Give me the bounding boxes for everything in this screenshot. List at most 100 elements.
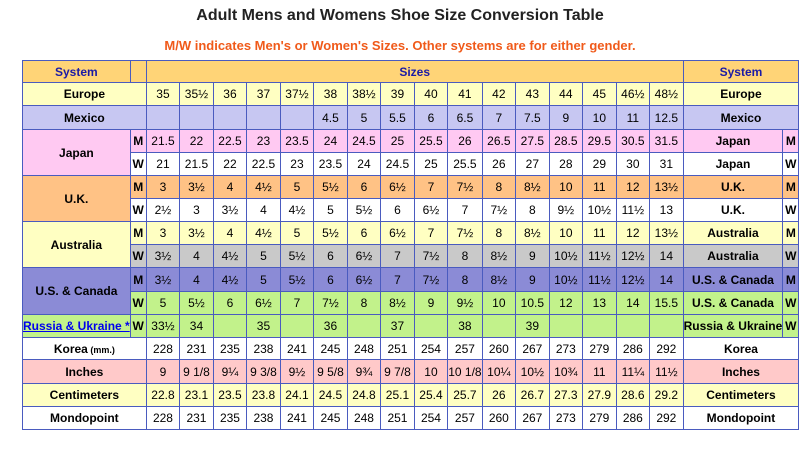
row-label-right: Japan: [682, 152, 784, 176]
size-cell: 7½: [313, 291, 348, 315]
size-cell: 6½: [346, 244, 382, 268]
size-cell: 238: [246, 337, 281, 360]
size-cell: 9 5/8: [313, 359, 348, 384]
size-cell: 5½: [313, 175, 348, 199]
size-cell: 34: [179, 314, 214, 338]
size-cell: 35: [145, 82, 181, 106]
size-cell: 5: [145, 291, 181, 315]
gender-marker-right: M: [782, 267, 800, 292]
size-cell: 9: [515, 267, 550, 292]
size-cell: 7½: [413, 267, 449, 292]
size-cell: 7: [481, 105, 517, 130]
size-cell: 7½: [481, 198, 517, 222]
size-cell: 7½: [413, 244, 449, 268]
size-cell: [481, 314, 517, 338]
size-cell: 31: [649, 152, 684, 176]
size-cell: 10 1/8: [447, 359, 483, 384]
row-label: Inches: [22, 359, 147, 384]
size-cell: 12: [615, 221, 651, 245]
row-label: Europe: [22, 82, 147, 106]
size-cell: 6.5: [447, 105, 483, 130]
size-cell: 26: [481, 383, 517, 407]
size-cell: 23.5: [313, 152, 348, 176]
size-cell: 7: [380, 267, 415, 292]
size-cell: 27.5: [515, 129, 550, 153]
size-cell: 23: [246, 129, 281, 153]
size-cell: 8½: [380, 291, 415, 315]
size-cell: 10½: [515, 359, 550, 384]
size-cell: 26.5: [481, 129, 517, 153]
size-cell: 4: [212, 175, 248, 199]
size-cell: 24.5: [313, 383, 348, 407]
size-cell: 13: [649, 198, 684, 222]
size-cell: 7½: [447, 221, 483, 245]
size-cell: 21: [145, 152, 181, 176]
size-cell: 30: [615, 152, 651, 176]
size-cell: 6: [380, 198, 415, 222]
size-cell: 235: [212, 406, 248, 430]
size-cell: 28: [548, 152, 584, 176]
size-cell: 5½: [346, 198, 382, 222]
row-label-right: U.S. & Canada: [682, 267, 784, 292]
size-cell: 38: [313, 82, 348, 106]
size-cell: 31.5: [649, 129, 684, 153]
size-cell: 22.8: [145, 383, 181, 407]
size-cell: 279: [582, 337, 617, 360]
size-cell: 39: [515, 314, 550, 338]
row-label-right: Mexico: [682, 105, 800, 130]
gender-marker: W: [129, 244, 147, 268]
row-label: U.K.: [22, 175, 131, 222]
size-cell: 7: [413, 221, 449, 245]
row-label: Centimeters: [22, 383, 147, 407]
size-cell: 14: [615, 291, 651, 315]
header-sizes: Sizes: [145, 60, 684, 83]
size-cell: 44: [548, 82, 584, 106]
size-cell: 5: [246, 267, 281, 292]
size-cell: 6: [413, 105, 449, 130]
size-cell: 27.3: [548, 383, 584, 407]
row-label-right: Australia: [682, 244, 784, 268]
russia-ukraine-link[interactable]: Russia & Ukraine *: [22, 314, 131, 338]
size-cell: 13: [582, 291, 617, 315]
gender-marker: M: [129, 129, 147, 153]
size-cell: 5: [279, 221, 315, 245]
size-cell: 6½: [380, 175, 415, 199]
size-cell: 11¼: [615, 359, 651, 384]
size-cell: 8: [447, 267, 483, 292]
size-cell: 25.1: [380, 383, 415, 407]
size-cell: 29.2: [649, 383, 684, 407]
row-label-right: Japan: [682, 129, 784, 153]
size-cell: 7: [279, 291, 315, 315]
row-label-right: Centimeters: [682, 383, 800, 407]
size-cell: 28.5: [548, 129, 584, 153]
size-cell: 24.8: [346, 383, 382, 407]
header-system-left: System: [22, 60, 131, 83]
size-cell: 292: [649, 337, 684, 360]
size-cell: 24.5: [380, 152, 415, 176]
size-cell: 22.5: [246, 152, 281, 176]
size-cell: 9¼: [212, 359, 248, 384]
size-cell: 3½: [145, 244, 181, 268]
size-cell: 10: [548, 175, 584, 199]
size-cell: 9½: [279, 359, 315, 384]
gender-marker-right: M: [782, 221, 800, 245]
size-cell: 25.7: [447, 383, 483, 407]
size-cell: [279, 105, 315, 130]
size-cell: 12.5: [649, 105, 684, 130]
size-cell: 12: [548, 291, 584, 315]
size-cell: 23.8: [246, 383, 281, 407]
size-cell: 8½: [515, 175, 550, 199]
row-label-right: Europe: [682, 82, 800, 106]
size-cell: 228: [145, 337, 181, 360]
row-label-right: U.K.: [682, 198, 784, 222]
size-cell: 10: [481, 291, 517, 315]
size-cell: 25: [380, 129, 415, 153]
size-cell: 11: [582, 175, 617, 199]
gender-marker-right: W: [782, 314, 800, 338]
row-label-right: U.K.: [682, 175, 784, 199]
size-cell: 267: [515, 337, 550, 360]
size-cell: 45: [582, 82, 617, 106]
size-cell: 5.5: [380, 105, 415, 130]
size-cell: 35½: [179, 82, 214, 106]
header-system-right: System: [682, 60, 800, 83]
